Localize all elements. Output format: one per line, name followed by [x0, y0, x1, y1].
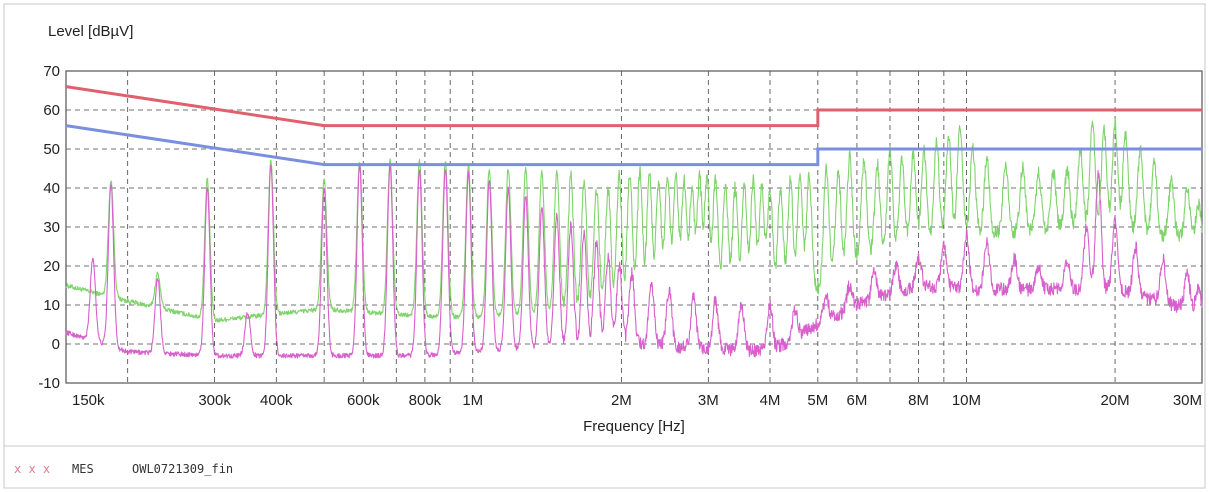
legend-entry: x x x MES OWL0721309_fin — [14, 462, 233, 476]
legend-marker: x x x — [14, 462, 50, 476]
y-tick-label: 60 — [43, 102, 60, 119]
y-tick-label: 40 — [43, 180, 60, 197]
x-tick-label: 3M — [698, 392, 719, 409]
x-tick-label: 2M — [611, 392, 632, 409]
x-tick-label: 600k — [347, 392, 380, 409]
y-tick-label: 70 — [43, 63, 60, 80]
y-axis-title: Level [dBµV] — [48, 23, 133, 40]
series-layer — [65, 118, 1203, 359]
y-tick-label: -10 — [38, 375, 60, 392]
series-trace-1 — [65, 118, 1203, 323]
series-trace-2 — [65, 162, 1203, 359]
y-tick-label: 10 — [43, 297, 60, 314]
x-axis-title: Frequency [Hz] — [583, 418, 685, 435]
x-tick-label: 8M — [908, 392, 929, 409]
x-tick-label: 30M — [1173, 392, 1202, 409]
legend-label: MES — [72, 462, 94, 476]
y-tick-labels: -10 0 10 20 30 40 50 60 70 — [38, 63, 60, 392]
outer-frame — [3, 3, 1206, 489]
limit-line-1 — [65, 85, 1202, 128]
x-tick-label: 20M — [1100, 392, 1129, 409]
y-tick-label: 20 — [43, 258, 60, 275]
x-tick-label: 800k — [409, 392, 442, 409]
x-tick-label: 4M — [760, 392, 781, 409]
x-tick-label: 5M — [807, 392, 828, 409]
x-tick-labels: 150k 300k 400k 600k 800k 1M 2M 3M 4M 5M 6M 8M 10M 20M… — [72, 392, 1202, 409]
limit-lines-layer — [65, 85, 1202, 167]
x-tick-label: 6M — [847, 392, 868, 409]
limit-line-2 — [65, 124, 1202, 167]
y-tick-label: 30 — [43, 219, 60, 236]
y-tick-label: 50 — [43, 141, 60, 158]
y-tick-label: 0 — [52, 336, 60, 353]
x-tick-label: 150k — [72, 392, 105, 409]
legend-value: OWL0721309_fin — [132, 462, 233, 476]
x-tick-label: 1M — [462, 392, 483, 409]
x-tick-label: 300k — [198, 392, 231, 409]
x-tick-label: 400k — [260, 392, 293, 409]
x-tick-label: 10M — [952, 392, 981, 409]
